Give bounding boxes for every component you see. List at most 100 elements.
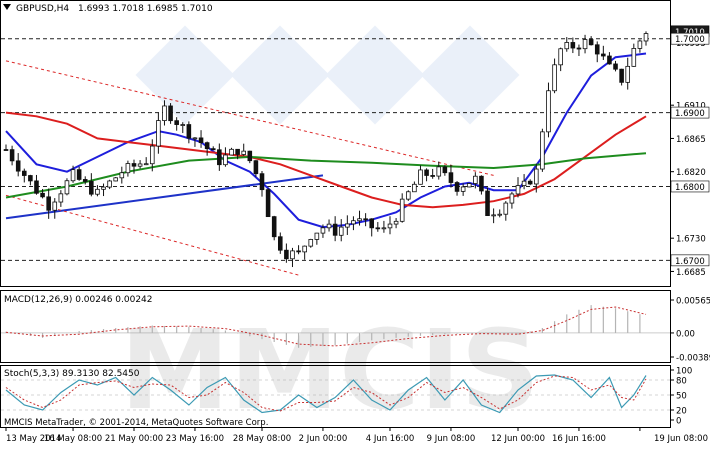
level-price-badge xyxy=(670,180,710,193)
candle-body xyxy=(509,193,515,204)
candle-body xyxy=(375,227,381,230)
candle-body xyxy=(424,169,429,176)
level-price-label: 1.7000 xyxy=(675,35,705,45)
time-axis-label: 28 May 08:00 xyxy=(233,434,291,444)
candle-body xyxy=(594,44,600,55)
candle-body xyxy=(381,227,387,230)
stoch-tick-label: 100 xyxy=(676,367,692,377)
candle-body xyxy=(613,63,618,70)
candle-body xyxy=(210,148,216,151)
candle-body xyxy=(308,239,314,247)
candle-body xyxy=(284,249,289,260)
candle-body xyxy=(21,170,27,176)
level-price-label: 1.6700 xyxy=(675,257,705,267)
candle-body xyxy=(76,169,82,180)
candle-body xyxy=(89,180,94,195)
trendline xyxy=(5,174,324,220)
candle-body xyxy=(277,236,283,251)
candle-body xyxy=(570,42,576,49)
candle-body xyxy=(290,250,295,260)
candle-body xyxy=(369,218,375,229)
candle-body xyxy=(564,42,570,50)
candle-body xyxy=(533,168,539,185)
candle-body xyxy=(198,137,204,144)
candle-body xyxy=(448,172,454,183)
candle-body xyxy=(473,175,478,184)
chart-type-arrow-icon[interactable] xyxy=(3,4,11,10)
candle-body xyxy=(442,166,448,174)
candle-body xyxy=(107,180,112,188)
candle-body xyxy=(527,180,533,185)
candle-body xyxy=(405,191,411,200)
candle-body xyxy=(418,169,423,185)
candle-body xyxy=(162,105,167,121)
candle-body xyxy=(314,232,320,240)
moving-average-line xyxy=(5,52,647,229)
candle-body xyxy=(436,166,442,177)
candle-body xyxy=(64,180,70,195)
candle-body xyxy=(399,198,405,222)
macd-signal-line xyxy=(5,306,647,347)
macd-indicator xyxy=(1,305,670,348)
time-axis-label: 16 Jun 16:00 xyxy=(552,434,606,444)
macd-tick-label: 0.00565 xyxy=(676,297,710,307)
candle-body xyxy=(576,47,582,50)
macd-tick-label: -0.00389 xyxy=(676,354,710,364)
axes: 1.69951.69101.68651.68201.67301.66851.70… xyxy=(5,25,710,444)
candle-body xyxy=(625,65,631,83)
stoch-tick-label: 50 xyxy=(676,392,687,402)
candle-body xyxy=(351,220,356,225)
candle-body xyxy=(296,250,301,253)
candle-body xyxy=(168,105,173,122)
stoch-signal-line xyxy=(5,375,647,412)
candle-body xyxy=(156,120,161,147)
candle-body xyxy=(588,39,594,46)
moving-average-line xyxy=(5,111,647,209)
candle-body xyxy=(40,192,45,198)
candle-body xyxy=(607,55,612,65)
candle-body xyxy=(259,173,265,191)
candle-body xyxy=(52,201,58,211)
candle-body xyxy=(265,189,271,218)
candle-body xyxy=(338,226,344,236)
candle-body xyxy=(223,154,228,166)
macd-tick-label: 0.00 xyxy=(676,329,695,339)
moving-averages xyxy=(5,52,647,229)
candle-body xyxy=(82,179,88,182)
candle-body xyxy=(320,227,326,234)
candle-body xyxy=(491,214,496,217)
candle-body xyxy=(28,175,33,182)
candle-body xyxy=(113,177,119,182)
candle-body xyxy=(326,223,332,229)
level-price-label: 1.6800 xyxy=(675,183,705,193)
candle-body xyxy=(149,145,155,165)
time-axis-label: 19 Jun 08:00 xyxy=(654,434,708,444)
moving-average-line xyxy=(5,152,647,199)
time-axis-label: 13 May 2014 xyxy=(6,434,61,444)
time-axis-label: 21 May 00:00 xyxy=(105,434,163,444)
candle-body xyxy=(485,190,490,216)
macd-pane-frame xyxy=(0,290,671,363)
candle-body xyxy=(619,68,624,83)
candle-body xyxy=(204,142,210,150)
candle-body xyxy=(3,149,9,151)
candle-body xyxy=(601,53,606,57)
time-axis-label: 9 Jun 08:00 xyxy=(427,434,476,444)
candle-body xyxy=(186,124,192,139)
watermark-text: MMCIS xyxy=(120,306,540,434)
candlestick-series xyxy=(3,31,649,268)
price-tick-label: 1.6820 xyxy=(676,168,706,178)
candle-body xyxy=(58,193,64,203)
ohlc-label: 1.6993 1.7018 1.6985 1.7010 xyxy=(78,4,213,14)
time-axis-label: 4 Jun 16:00 xyxy=(366,434,415,444)
candle-body xyxy=(235,148,240,155)
candle-body xyxy=(125,163,131,174)
price-tick-label: 1.6685 xyxy=(676,268,706,278)
price-tick-label: 1.6910 xyxy=(676,102,706,112)
candle-body xyxy=(363,218,368,221)
candle-body xyxy=(247,150,253,162)
level-price-label: 1.6900 xyxy=(675,109,705,119)
macd-label: MACD(12,26,9) 0.00246 0.00242 xyxy=(4,295,153,305)
